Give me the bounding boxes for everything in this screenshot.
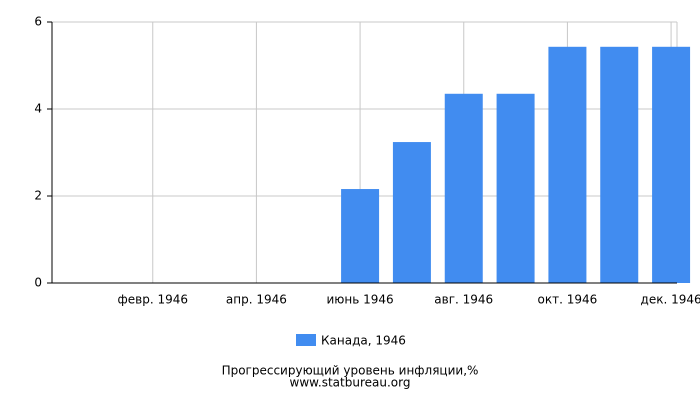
x-tick-label: дек. 1946 (641, 293, 700, 307)
chart-source: www.statbureau.org (290, 376, 411, 390)
bar (392, 142, 431, 283)
chart-caption: Прогрессирующий уровень инфляции,% (222, 364, 479, 378)
legend-label: Канада, 1946 (321, 334, 406, 348)
y-tick-label: 2 (34, 189, 42, 203)
bar (652, 46, 691, 283)
bar (496, 93, 535, 284)
x-tick-label: окт. 1946 (538, 293, 598, 307)
legend-swatch (296, 334, 316, 346)
x-tick-label: июнь 1946 (326, 293, 393, 307)
bar (548, 46, 587, 283)
bar (600, 46, 639, 283)
x-tick-label: февр. 1946 (118, 293, 189, 307)
y-tick-label: 6 (34, 15, 42, 29)
x-tick-label: авг. 1946 (434, 293, 493, 307)
x-tick-label: апр. 1946 (226, 293, 287, 307)
y-tick-label: 4 (34, 102, 42, 116)
bar (341, 189, 380, 283)
y-tick-label: 0 (34, 276, 42, 290)
bar (444, 93, 483, 284)
